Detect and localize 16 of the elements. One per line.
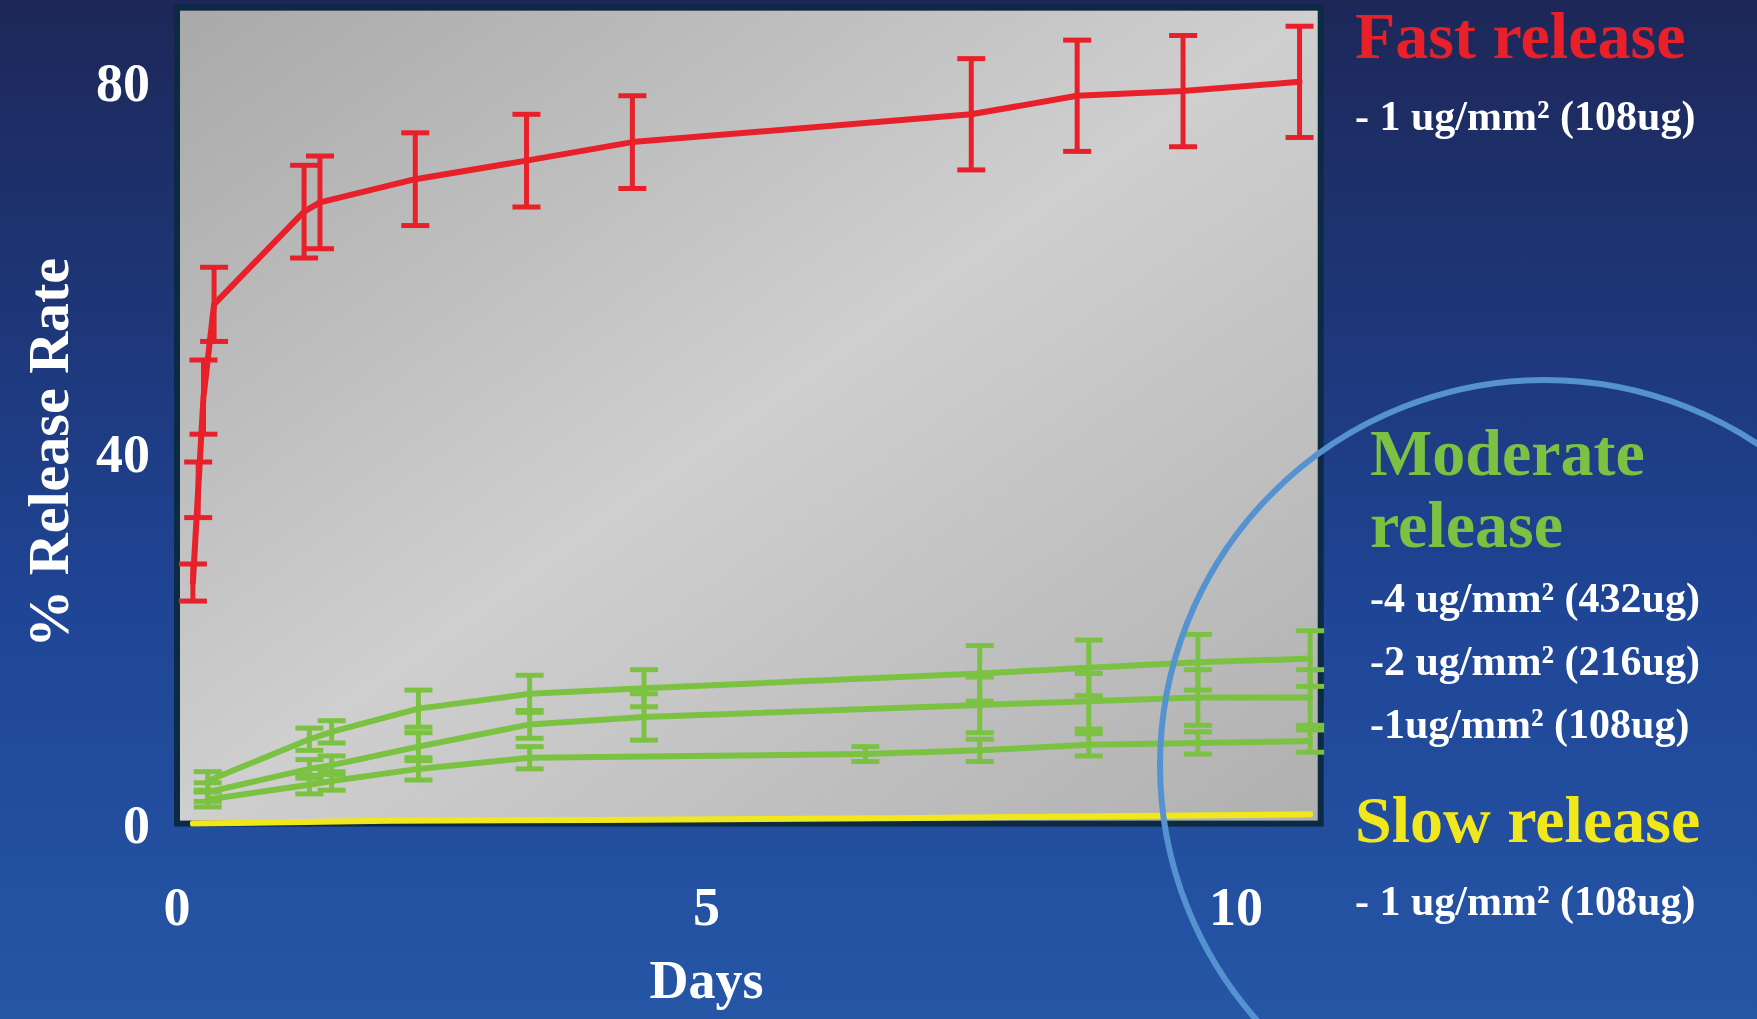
x-tick-label: 0 [163, 877, 191, 937]
series-label: - 1 ug/mm² (108ug) [1355, 878, 1696, 925]
x-tick-label: 10 [1209, 877, 1263, 937]
series-label: -4 ug/mm² (432ug) [1370, 575, 1700, 622]
x-tick-label: 5 [693, 877, 720, 937]
series-label: -1ug/mm² (108ug) [1370, 701, 1690, 748]
text: Fast release [1355, 0, 1686, 72]
y-tick-label: 40 [96, 423, 150, 484]
text: Moderate release [1370, 416, 1645, 561]
series-label: - 1 ug/mm² (108ug) [1355, 93, 1696, 140]
series-label: -2 ug/mm² (216ug) [1370, 638, 1700, 685]
x-axis-title: Days [649, 950, 764, 1010]
y-tick-label: 80 [96, 52, 150, 113]
y-tick-label: 0 [123, 794, 150, 855]
y-axis-title: % Release Rate [16, 257, 81, 648]
text: Slow release [1355, 783, 1701, 856]
